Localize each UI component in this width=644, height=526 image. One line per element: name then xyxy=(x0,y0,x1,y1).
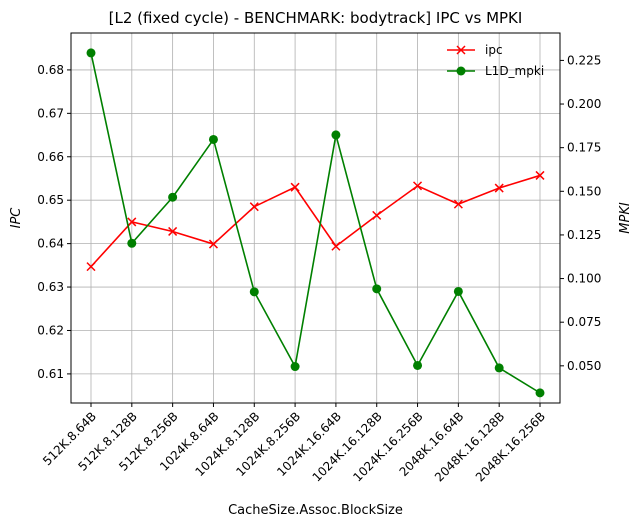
y-left-tick-label: 0.61 xyxy=(37,367,64,381)
data-point-l1d-mpki xyxy=(168,192,178,202)
data-point-ipc xyxy=(127,217,137,227)
legend-marker-ipc xyxy=(456,45,466,55)
y-left-tick-label: 0.66 xyxy=(37,150,64,164)
x-tick-label: 1024K.16.256B xyxy=(350,409,425,484)
y-left-tick-label: 0.63 xyxy=(37,280,64,294)
x-tick-label: 2048K.16.256B xyxy=(473,409,548,484)
data-point-ipc xyxy=(208,239,218,249)
y-right-tick-label: 0.125 xyxy=(567,228,601,242)
data-point-l1d-mpki xyxy=(331,130,341,140)
series-layer xyxy=(86,48,545,398)
data-point-l1d-mpki xyxy=(372,284,382,294)
series-line-l1d-mpki xyxy=(90,52,541,394)
y-left-tick-label: 0.62 xyxy=(37,323,64,337)
y-axis-left-title: IPC xyxy=(9,207,24,229)
y-right-tick-label: 0.100 xyxy=(567,272,601,286)
y-right-tick-label: 0.050 xyxy=(567,359,601,373)
y-right-tick-label: 0.150 xyxy=(567,184,601,198)
plot-frame xyxy=(70,32,561,404)
data-point-l1d-mpki xyxy=(413,360,423,370)
y-right-tick-label: 0.175 xyxy=(567,141,601,155)
chart-title: [L2 (fixed cycle) - BENCHMARK: bodytrack… xyxy=(109,9,523,27)
data-point-ipc xyxy=(372,210,382,220)
series-line-ipc xyxy=(90,174,541,268)
data-point-ipc xyxy=(168,226,178,236)
data-point-ipc xyxy=(331,241,341,251)
axes-layer: 512K.8.64B512K.8.128B512K.8.256B1024K.8.… xyxy=(37,53,601,484)
y-left-tick-label: 0.64 xyxy=(37,237,64,251)
legend: ipc L1D_mpki xyxy=(447,43,544,78)
y-right-tick-label: 0.225 xyxy=(567,53,601,67)
legend-marker-l1d-mpki xyxy=(456,66,466,76)
x-tick-label: 1024K.16.128B xyxy=(310,409,385,484)
y-axis-right-title: MPKI xyxy=(618,202,633,234)
data-point-ipc xyxy=(290,182,300,192)
data-point-ipc xyxy=(249,202,259,212)
data-point-ipc xyxy=(453,199,463,209)
y-left-tick-label: 0.67 xyxy=(37,106,64,120)
data-point-ipc xyxy=(86,262,96,272)
data-point-l1d-mpki xyxy=(249,287,259,297)
data-point-l1d-mpki xyxy=(290,362,300,372)
data-point-l1d-mpki xyxy=(127,238,137,248)
data-point-l1d-mpki xyxy=(86,48,96,58)
data-point-ipc xyxy=(413,181,423,191)
data-point-l1d-mpki xyxy=(494,363,504,373)
y-right-tick-label: 0.200 xyxy=(567,97,601,111)
data-point-l1d-mpki xyxy=(208,134,218,144)
y-left-tick-label: 0.68 xyxy=(37,63,64,77)
x-tick-label: 2048K.16.128B xyxy=(432,409,507,484)
legend-label-ipc: ipc xyxy=(485,43,503,57)
data-point-l1d-mpki xyxy=(453,286,463,296)
y-right-tick-label: 0.075 xyxy=(567,315,601,329)
x-axis-title: CacheSize.Assoc.BlockSize xyxy=(228,503,403,518)
data-point-ipc xyxy=(494,183,504,193)
y-left-tick-label: 0.65 xyxy=(37,193,64,207)
data-point-l1d-mpki xyxy=(535,388,545,398)
legend-label-l1d-mpki: L1D_mpki xyxy=(485,64,544,78)
data-point-ipc xyxy=(535,170,545,180)
